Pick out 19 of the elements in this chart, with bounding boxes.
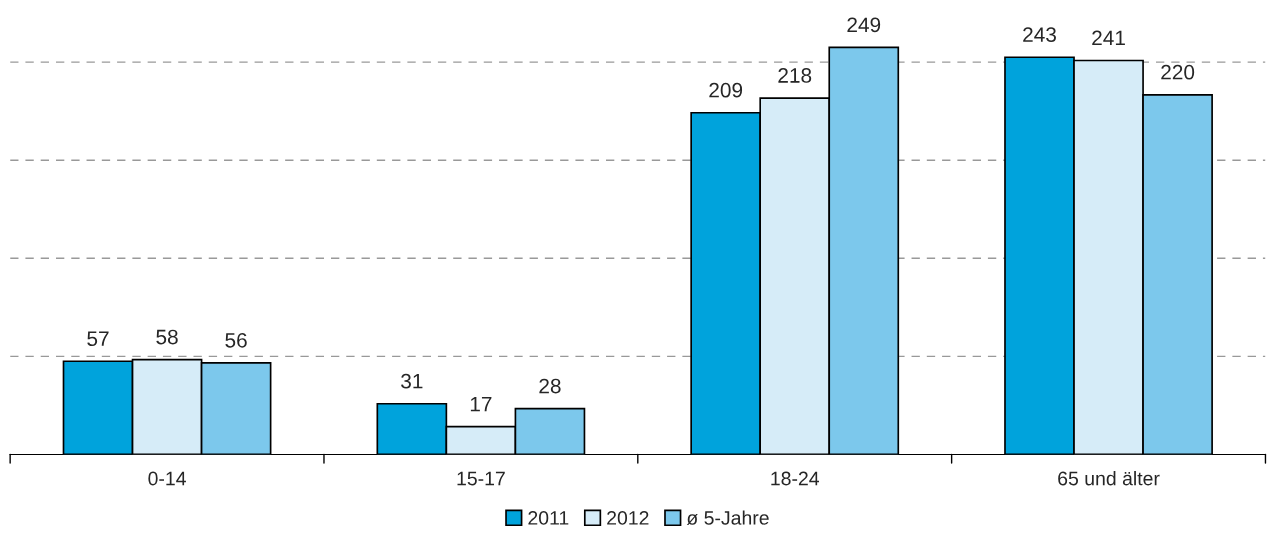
data-label: 241 <box>1092 30 1125 46</box>
x-tick-label: 65 und älter <box>1058 471 1160 486</box>
x-tick-label: 15-17 <box>457 471 505 486</box>
data-label: 218 <box>778 68 812 83</box>
x-tick-label: 18-24 <box>771 471 820 486</box>
data-label: 57 <box>87 331 109 347</box>
x-tick-label: 0-14 <box>148 471 186 486</box>
data-label: 28 <box>539 378 561 394</box>
data-label: 56 <box>225 332 247 348</box>
legend-label: 2012 <box>607 511 649 525</box>
data-label: 31 <box>401 373 423 389</box>
data-label: 58 <box>156 329 178 345</box>
data-label: 249 <box>847 17 881 33</box>
legend-label: ø 5-Jahre <box>686 510 769 525</box>
data-label: 220 <box>1161 64 1195 80</box>
data-label: 209 <box>709 82 743 98</box>
data-label: 243 <box>1023 27 1056 42</box>
legend-label: 2011 <box>528 511 569 525</box>
data-label: 17 <box>470 396 492 412</box>
